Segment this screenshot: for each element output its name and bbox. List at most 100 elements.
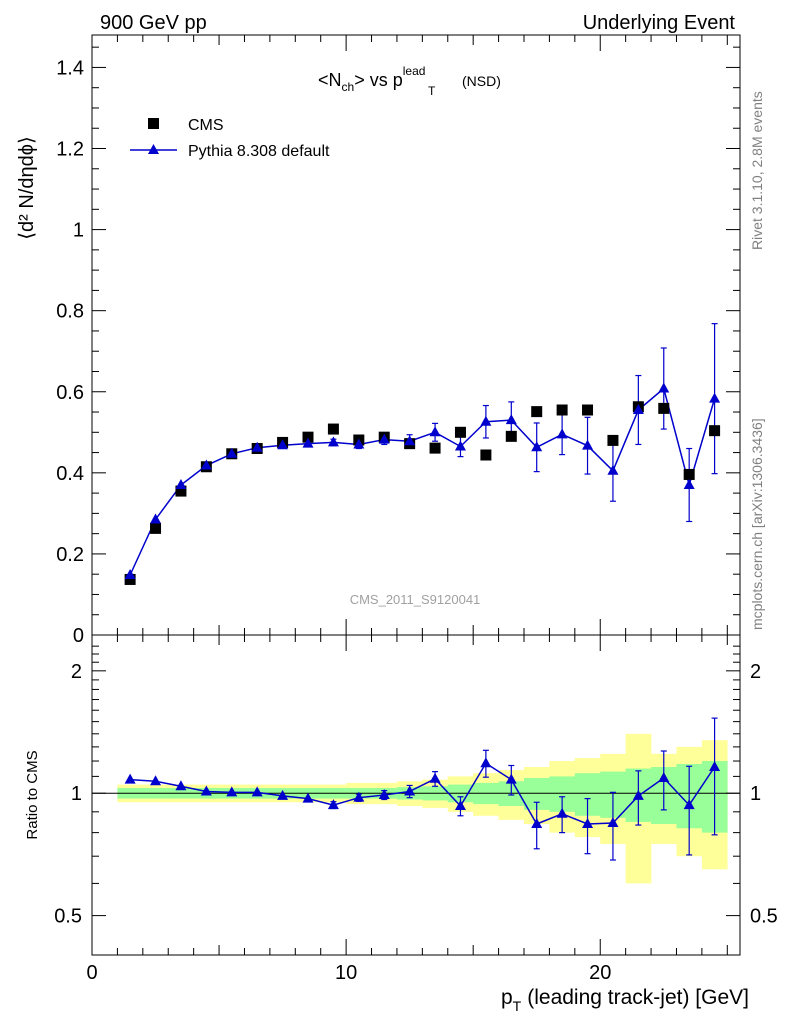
ratio-point [709, 761, 721, 772]
cms-point [429, 442, 441, 454]
watermark: CMS_2011_S9120041 [350, 592, 481, 607]
ratio-xtick-label: 0 [86, 962, 97, 984]
main-ytick-label: 1.4 [56, 57, 84, 79]
pythia-point [353, 438, 365, 449]
cms-point [327, 423, 339, 435]
cms-point [582, 404, 594, 416]
xlabel-sub-t: T [513, 998, 522, 1014]
main-ytick-label: 0.6 [56, 382, 84, 404]
cms-point [302, 431, 314, 443]
title-sup-lead: lead [403, 64, 426, 78]
ratio-point [200, 785, 212, 796]
pythia-line [129, 387, 716, 576]
cms-point [556, 404, 568, 416]
title-part-a: <N [318, 70, 342, 90]
main-ytick-label: 1 [73, 220, 84, 242]
ratio-point [124, 773, 136, 784]
ratio-point [582, 818, 594, 829]
cms-point [709, 425, 721, 437]
pythia-point [226, 447, 238, 458]
ratio-xtick-label: 20 [589, 962, 611, 984]
ratio-point [150, 775, 162, 786]
cms-point [607, 434, 619, 446]
cms-point [480, 449, 492, 461]
pythia-point [607, 464, 619, 475]
pythia-point [658, 382, 670, 393]
ratio-xtick-label: 10 [335, 962, 357, 984]
pythia-point [150, 513, 162, 524]
ratio-point [632, 789, 644, 800]
main-title: <Nch> vs pleadT (NSD) [318, 64, 501, 98]
pythia-point [531, 441, 543, 452]
ratio-point [683, 799, 695, 810]
pythia-point [632, 404, 644, 414]
title-part-b: > vs p [354, 70, 403, 90]
ratio-ylabel: Ratio to CMS [24, 750, 41, 839]
cms-point [683, 468, 695, 480]
pythia-point [251, 441, 263, 452]
pythia-point [556, 428, 568, 439]
pythia-point [454, 440, 466, 451]
cms-point [124, 573, 136, 585]
main-ytick-label: 0.8 [56, 301, 84, 323]
cms-point [175, 485, 187, 497]
ratio-plot-area [92, 717, 740, 884]
ratio-ytick-label-right: 1 [750, 783, 761, 805]
ratio-point [302, 792, 314, 803]
main-ytick-label: 0.2 [56, 544, 84, 566]
main-ytick-label: 1.2 [56, 139, 84, 161]
ratio-point [531, 818, 543, 829]
ratio-ytick-label: 0.5 [54, 906, 82, 928]
xlabel-p: p [501, 986, 513, 1009]
pythia-point [404, 435, 416, 446]
pythia-point [327, 436, 339, 447]
ratio-panel: 0.5 0.5 1 1 2 2 0 10 20 Ratio to CMS pT (leading… [24, 634, 778, 1014]
legend-pythia-label: Pythia 8.308 default [188, 143, 330, 160]
pythia-point [378, 433, 390, 444]
pythia-point [175, 479, 187, 489]
pythia-point [429, 426, 441, 437]
ratio-point [607, 816, 619, 827]
ratio-yticks: 0.5 0.5 1 1 2 2 [54, 645, 778, 928]
main-ytick-label: 0.4 [56, 463, 84, 485]
x-axis-label: pT (leading track-jet) [GeV] [501, 986, 749, 1014]
ratio-point [353, 791, 365, 802]
ratio-ytick-label-right: 2 [750, 661, 761, 683]
legend: CMS Pythia 8.308 default [130, 117, 330, 160]
ratio-ytick-label: 1 [71, 783, 82, 805]
title-part-c: (NSD) [462, 73, 501, 89]
ratio-ytick-label-right: 0.5 [750, 906, 778, 928]
ratio-point [404, 785, 416, 796]
main-ytick-label: 0 [73, 625, 84, 647]
xlabel-rest: (leading track-jet) [GeV] [527, 986, 749, 1009]
mcplots-label: mcplots.cern.ch [arXiv:1306.3436] [749, 418, 765, 630]
ratio-point [658, 772, 670, 783]
title-sub-ch: ch [342, 80, 355, 94]
main-plot-area [124, 323, 721, 585]
pythia-point [582, 439, 594, 450]
pythia-point [480, 415, 492, 426]
ratio-point [454, 800, 466, 811]
cms-point [505, 430, 517, 442]
ratio-point [505, 773, 517, 784]
legend-pythia-marker [148, 144, 159, 154]
main-ylabel: ⟨d² N/dηdϕ⟩ [16, 136, 38, 240]
ratio-point [429, 772, 441, 783]
pythia-point [302, 437, 314, 448]
ratio-xticks: 0 10 20 [86, 635, 728, 984]
pythia-point [200, 459, 212, 470]
legend-cms-marker [148, 118, 159, 129]
cms-point [531, 406, 543, 418]
ratio-panel-frame [91, 634, 741, 956]
ratio-point [480, 757, 492, 768]
pythia-point [124, 569, 136, 579]
ratio-pythia-line [130, 762, 716, 825]
ratio-point [251, 786, 263, 797]
ratio-point [175, 780, 187, 791]
pythia-point [709, 392, 721, 403]
legend-cms-label: CMS [188, 117, 224, 134]
main-yticks: 0 0.2 0.4 0.6 0.8 1 1.2 1.4 [56, 46, 740, 647]
ratio-point [277, 789, 289, 800]
pythia-point [277, 439, 289, 450]
